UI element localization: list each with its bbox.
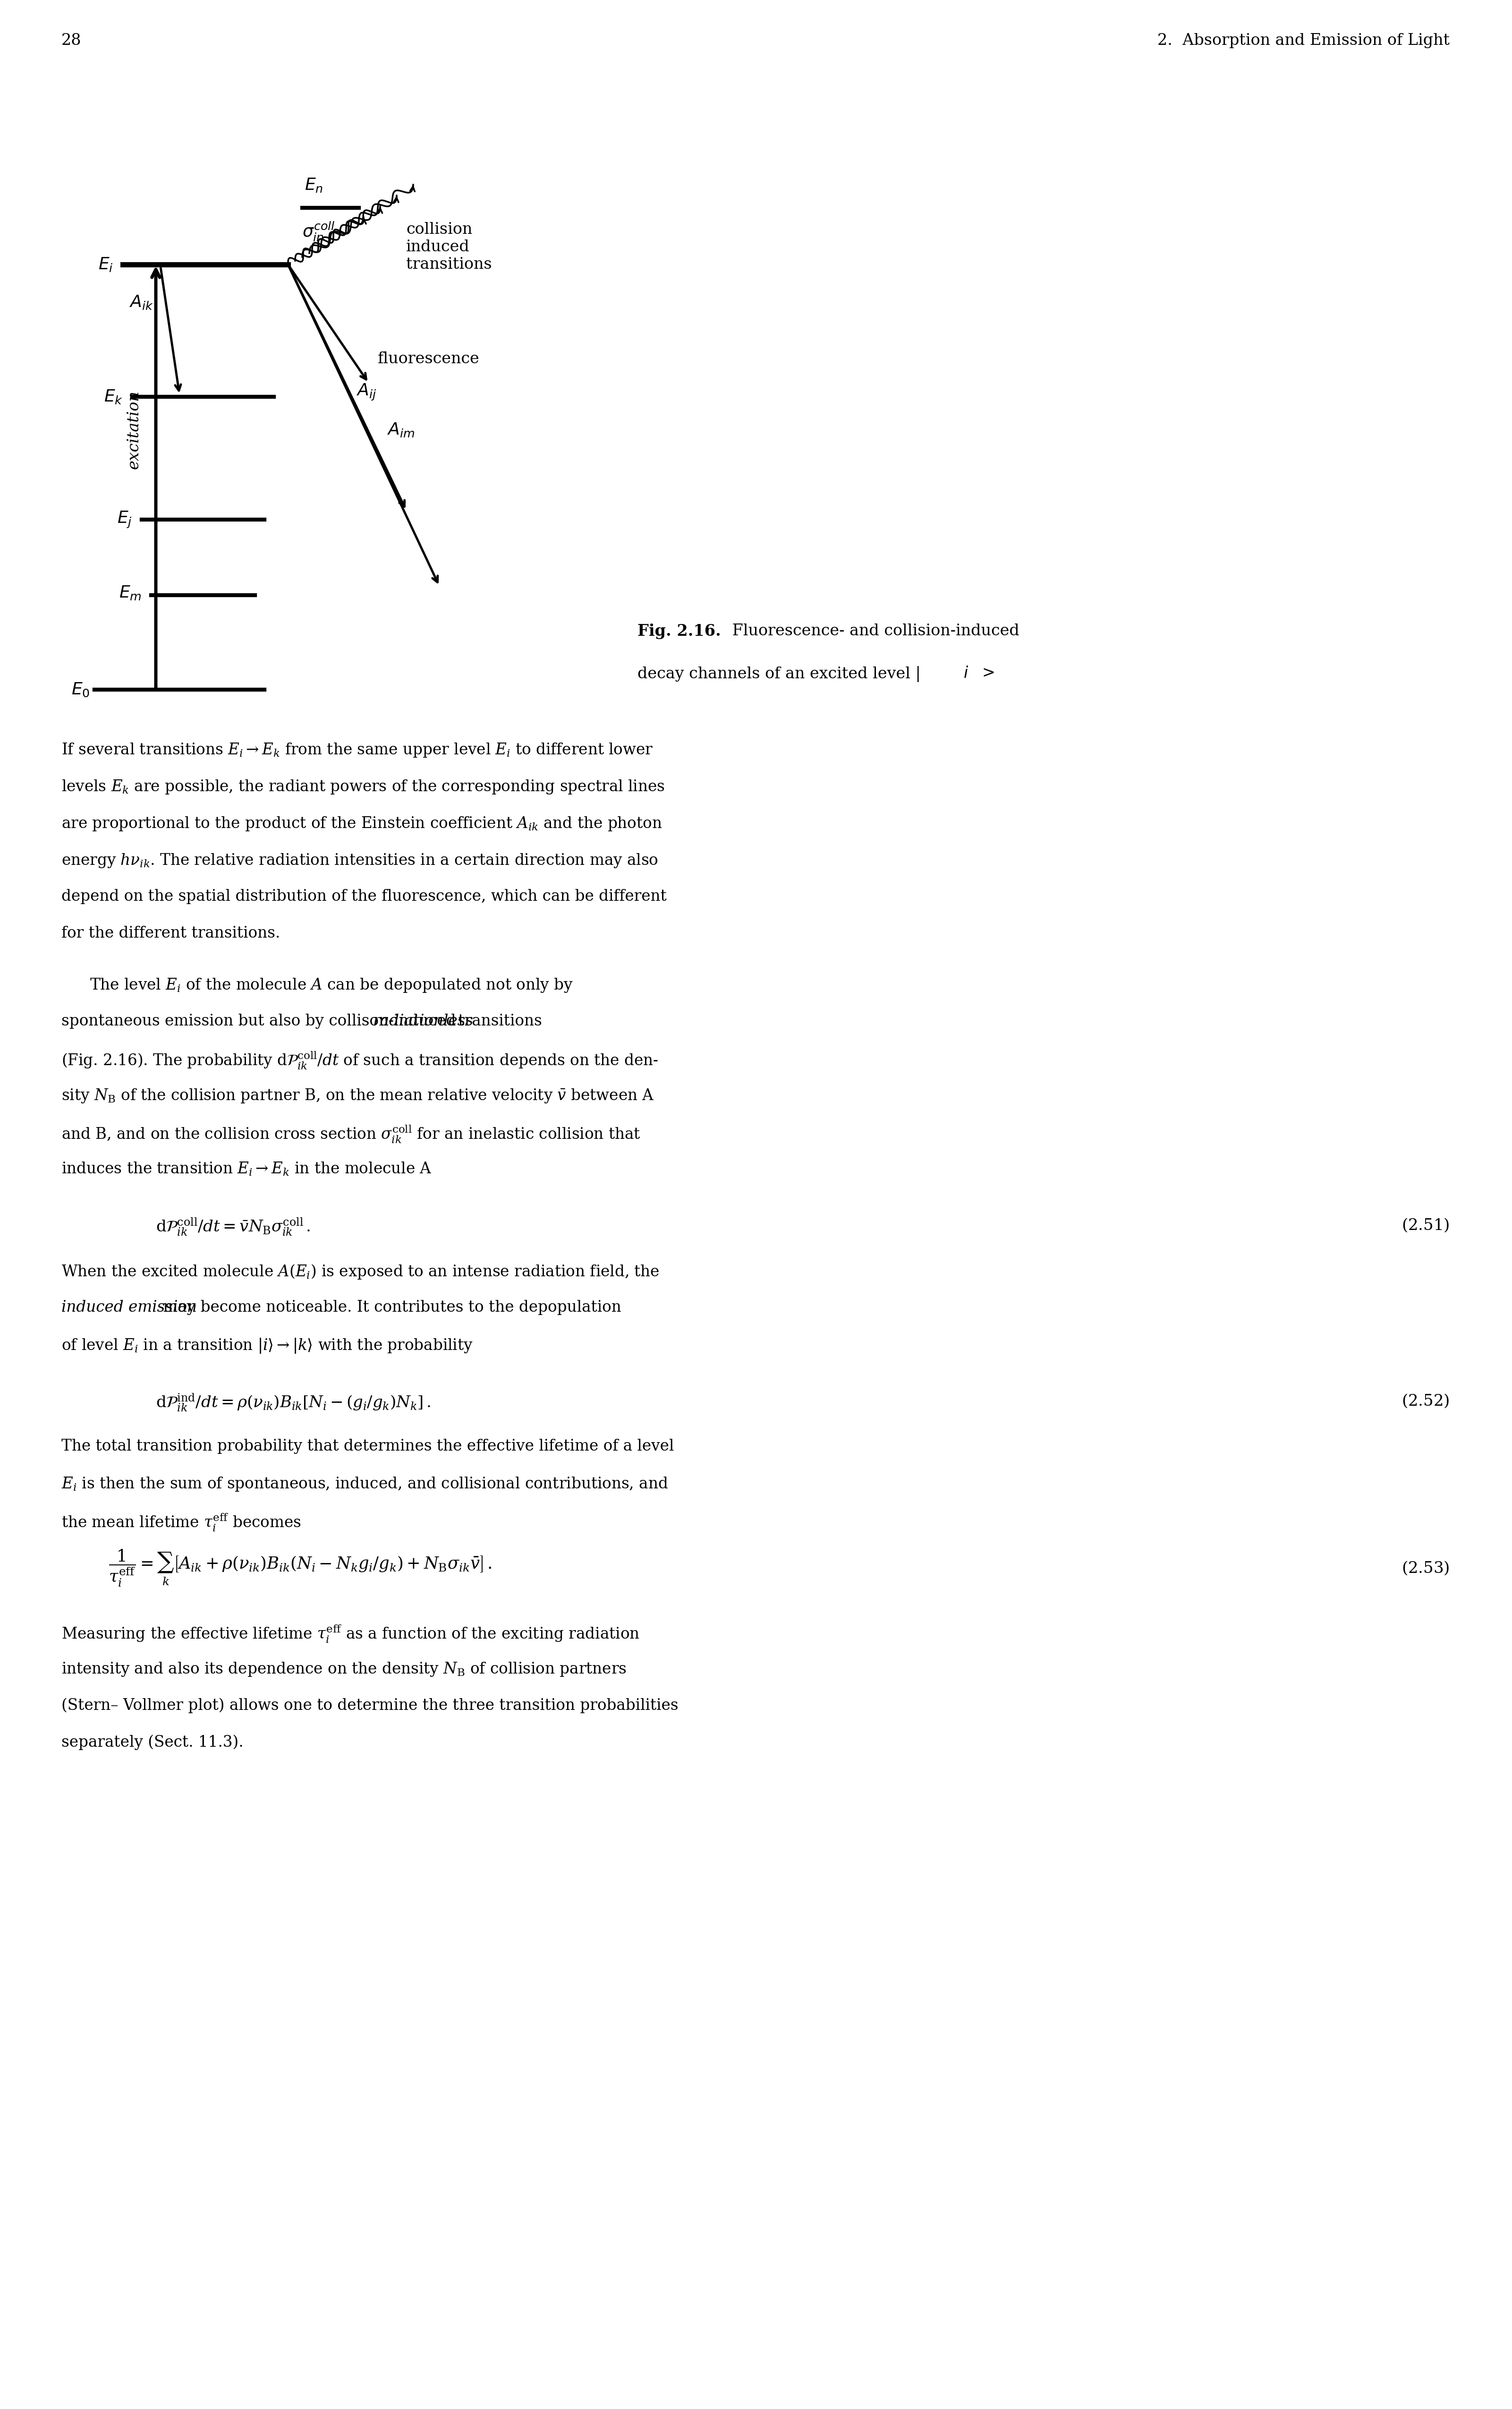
Text: transitions: transitions bbox=[454, 1014, 541, 1029]
Text: spontaneous emission but also by collison-induced: spontaneous emission but also by colliso… bbox=[62, 1014, 461, 1029]
Text: $E_i$: $E_i$ bbox=[98, 255, 113, 272]
Text: $E_i$ is then the sum of spontaneous, induced, and collisional contributions, an: $E_i$ is then the sum of spontaneous, in… bbox=[62, 1477, 668, 1494]
Text: separately (Sect. 11.3).: separately (Sect. 11.3). bbox=[62, 1734, 243, 1749]
Text: $E_j$: $E_j$ bbox=[118, 511, 132, 530]
Text: The level $E_i$ of the molecule $A$ can be depopulated not only by: The level $E_i$ of the molecule $A$ can … bbox=[89, 976, 573, 995]
Text: Fluorescence- and collision-induced: Fluorescence- and collision-induced bbox=[727, 624, 1019, 638]
Text: $A_{ik}$: $A_{ik}$ bbox=[130, 294, 154, 311]
Text: $(2.53)$: $(2.53)$ bbox=[1402, 1561, 1450, 1575]
Text: $i$: $i$ bbox=[963, 665, 969, 682]
Text: induces the transition $E_i \rightarrow E_k$ in the molecule A: induces the transition $E_i \rightarrow … bbox=[62, 1161, 432, 1178]
Text: collision
induced
transitions: collision induced transitions bbox=[407, 222, 491, 272]
Text: $E_n$: $E_n$ bbox=[304, 176, 324, 193]
Text: excitation: excitation bbox=[127, 390, 142, 470]
Text: $A_{im}$: $A_{im}$ bbox=[387, 422, 414, 438]
Text: If several transitions $E_i \rightarrow E_k$ from the same upper level $E_i$ to : If several transitions $E_i \rightarrow … bbox=[62, 742, 653, 759]
Text: decay channels of an excited level |: decay channels of an excited level | bbox=[638, 665, 921, 682]
Text: $\dfrac{1}{\tau_i^{\mathrm{eff}}} = \sum_k\left[A_{ik} + \rho(\nu_{ik})B_{ik}(N_: $\dfrac{1}{\tau_i^{\mathrm{eff}}} = \sum… bbox=[109, 1549, 491, 1588]
Text: The total transition probability that determines the effective lifetime of a lev: The total transition probability that de… bbox=[62, 1438, 674, 1455]
Text: fluorescence: fluorescence bbox=[378, 352, 479, 366]
Text: induced emission: induced emission bbox=[62, 1301, 197, 1315]
Text: Fig. 2.16.: Fig. 2.16. bbox=[638, 624, 721, 638]
Text: levels $E_k$ are possible, the radiant powers of the corresponding spectral line: levels $E_k$ are possible, the radiant p… bbox=[62, 778, 665, 795]
Text: may become noticeable. It contributes to the depopulation: may become noticeable. It contributes to… bbox=[159, 1301, 621, 1315]
Text: $E_m$: $E_m$ bbox=[119, 585, 142, 602]
Text: $E_0$: $E_0$ bbox=[71, 682, 89, 699]
Text: and B, and on the collision cross section $\sigma_{ik}^{\mathrm{coll}}$ for an i: and B, and on the collision cross sectio… bbox=[62, 1125, 641, 1144]
Text: $(2.52)$: $(2.52)$ bbox=[1402, 1392, 1450, 1409]
Text: depend on the spatial distribution of the fluorescence, which can be different: depend on the spatial distribution of th… bbox=[62, 889, 667, 903]
Text: $\mathrm{d}\mathcal{P}_{ik}^{\mathrm{coll}}/dt = \bar{v}N_\mathrm{B}\sigma_{ik}^: $\mathrm{d}\mathcal{P}_{ik}^{\mathrm{col… bbox=[156, 1217, 310, 1238]
Text: $E_k$: $E_k$ bbox=[104, 388, 122, 405]
Text: $A_{ij}$: $A_{ij}$ bbox=[357, 383, 376, 402]
Text: When the excited molecule $A(E_i)$ is exposed to an intense radiation field, the: When the excited molecule $A(E_i)$ is ex… bbox=[62, 1262, 659, 1282]
Text: (Stern– Vollmer plot) allows one to determine the three transition probabilities: (Stern– Vollmer plot) allows one to dete… bbox=[62, 1698, 679, 1713]
Text: are proportional to the product of the Einstein coefficient $A_{ik}$ and the pho: are proportional to the product of the E… bbox=[62, 814, 662, 831]
Text: $\sigma_{in}^{coll}$: $\sigma_{in}^{coll}$ bbox=[302, 219, 336, 243]
Text: $(2.51)$: $(2.51)$ bbox=[1402, 1217, 1450, 1233]
Text: radiationless: radiationless bbox=[373, 1014, 473, 1029]
Text: sity $N_\mathrm{B}$ of the collision partner B, on the mean relative velocity $\: sity $N_\mathrm{B}$ of the collision par… bbox=[62, 1086, 655, 1103]
Text: for the different transitions.: for the different transitions. bbox=[62, 925, 280, 942]
Text: >: > bbox=[983, 665, 995, 682]
Text: energy $h\nu_{ik}$. The relative radiation intensities in a certain direction ma: energy $h\nu_{ik}$. The relative radiati… bbox=[62, 853, 658, 870]
Text: 2.  Absorption and Emission of Light: 2. Absorption and Emission of Light bbox=[1157, 34, 1450, 48]
Text: the mean lifetime $\tau_i^{\mathrm{eff}}$ becomes: the mean lifetime $\tau_i^{\mathrm{eff}}… bbox=[62, 1513, 301, 1532]
Text: of level $E_i$ in a transition $|i\rangle \rightarrow |k\rangle$ with the probab: of level $E_i$ in a transition $|i\rangl… bbox=[62, 1337, 473, 1354]
Text: 28: 28 bbox=[62, 34, 82, 48]
Text: intensity and also its dependence on the density $N_\mathrm{B}$ of collision par: intensity and also its dependence on the… bbox=[62, 1660, 626, 1677]
Text: $\mathrm{d}\mathcal{P}_{ik}^{\mathrm{ind}}/dt = \rho(\nu_{ik})B_{ik}[N_i - (g_i/: $\mathrm{d}\mathcal{P}_{ik}^{\mathrm{ind… bbox=[156, 1392, 431, 1414]
Text: Measuring the effective lifetime $\tau_i^{\mathrm{eff}}$ as a function of the ex: Measuring the effective lifetime $\tau_i… bbox=[62, 1624, 640, 1645]
Text: (Fig. 2.16). The probability $\mathrm{d}\mathcal{P}_{ik}^{\mathrm{coll}}/dt$ of : (Fig. 2.16). The probability $\mathrm{d}… bbox=[62, 1050, 658, 1072]
